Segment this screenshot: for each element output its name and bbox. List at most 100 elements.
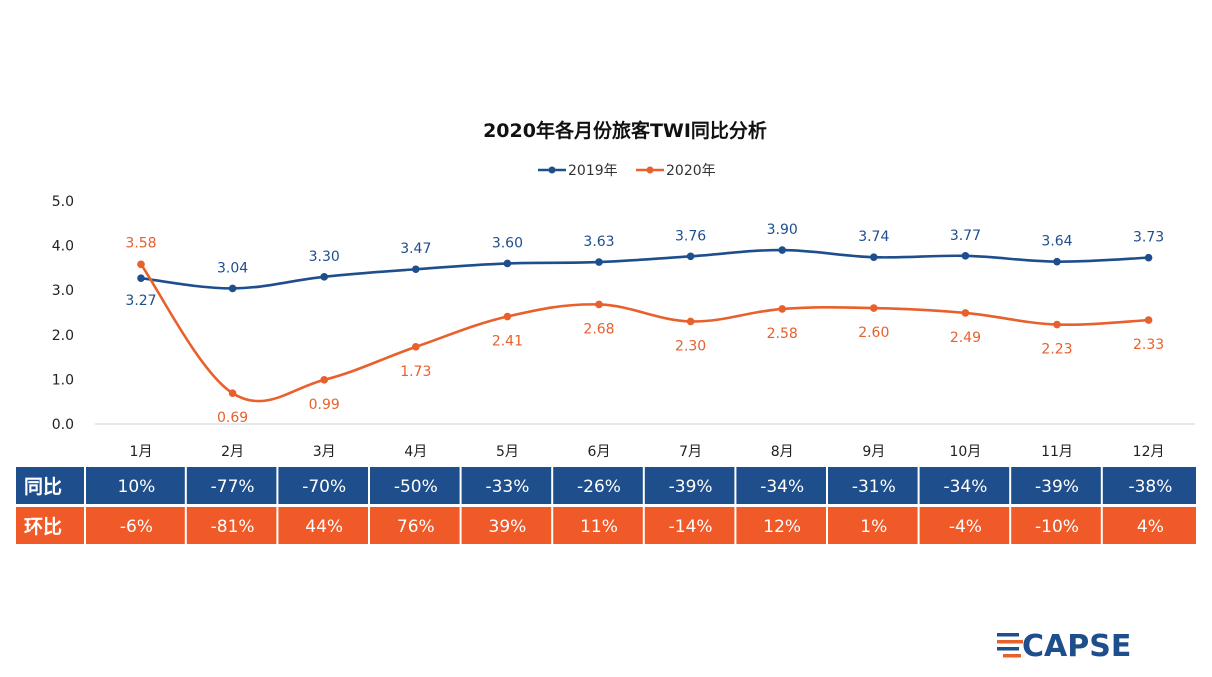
row-header-cell	[16, 507, 84, 544]
legend-item: 2020年	[636, 163, 716, 179]
table-cell	[736, 507, 826, 544]
table-cell	[919, 507, 1010, 544]
data-point	[961, 252, 970, 260]
cell-value: 11%	[580, 517, 618, 537]
data-label: 2.58	[767, 326, 798, 342]
data-label: 2.33	[1133, 337, 1164, 353]
series-layer: 3.27 3.04 3.30 3.47 3.60 3.63 3.76 3.90 3.74 3.77…	[125, 222, 1164, 426]
data-point	[870, 253, 878, 261]
table-cell	[86, 507, 185, 544]
series-line	[139, 263, 1149, 403]
table-cell	[553, 467, 643, 504]
cell-value: 10%	[118, 477, 156, 497]
data-label: 3.27	[125, 293, 156, 309]
cell-value: -6%	[120, 517, 153, 537]
y-tick-label: 2.0	[52, 328, 74, 344]
data-label: 3.60	[492, 235, 523, 251]
table-cell	[86, 467, 185, 504]
x-tick-label: 5月	[496, 444, 519, 460]
legend-marker	[646, 166, 654, 174]
table-cell	[1011, 467, 1101, 504]
x-tick-label: 6月	[588, 444, 611, 460]
data-label: 2.30	[675, 338, 706, 354]
table-cell	[828, 507, 918, 544]
data-point	[1144, 316, 1153, 324]
data-label: 3.90	[767, 222, 798, 238]
cell-value: -4%	[949, 517, 982, 537]
y-tick-label: 0.0	[52, 417, 74, 433]
data-point	[228, 284, 237, 293]
x-axis: 1月 2月 3月 4月 5月 6月 7月 8月 9月 10月 11月 12月	[130, 444, 1165, 460]
table-cell	[736, 467, 826, 504]
cell-value: -77%	[211, 477, 255, 497]
table-cell	[644, 467, 735, 504]
data-label: 2.41	[492, 334, 523, 350]
logo-text: CAPSE	[1022, 629, 1131, 664]
logo-stripe	[1003, 654, 1021, 658]
table-cell	[278, 507, 368, 544]
data-point	[137, 274, 145, 282]
cell-value: 76%	[397, 517, 435, 537]
cell-value: 39%	[489, 517, 527, 537]
logo-stripe	[997, 647, 1019, 651]
data-table: 同比 10% -77% -70% -50% -33% -26% -39% -34% -31% -34…	[16, 467, 1196, 544]
data-point	[961, 309, 970, 317]
y-tick-label: 1.0	[52, 372, 74, 388]
x-tick-label: 4月	[404, 444, 427, 460]
cell-value: -26%	[577, 477, 621, 497]
table-cell	[644, 507, 735, 544]
x-tick-label: 3月	[313, 444, 336, 460]
data-point	[778, 246, 786, 254]
data-label: 2.23	[1041, 342, 1072, 358]
legend: 2019年 2020年	[538, 163, 716, 179]
x-tick-label: 7月	[679, 444, 702, 460]
cell-value: -39%	[1035, 477, 1079, 497]
table-cell	[370, 467, 460, 504]
data-point	[228, 389, 237, 398]
data-label: 3.73	[1133, 230, 1164, 246]
x-tick-label: 8月	[771, 444, 794, 460]
data-point	[320, 273, 329, 281]
cell-value: -10%	[1035, 517, 1079, 537]
x-tick-label: 9月	[862, 444, 885, 460]
data-point	[778, 305, 786, 313]
data-point	[1053, 257, 1061, 266]
data-label: 0.69	[217, 410, 248, 426]
table-cell	[1011, 507, 1101, 544]
logo-stripe	[997, 640, 1023, 644]
cell-value: -34%	[943, 477, 987, 497]
legend-label: 2020年	[666, 163, 716, 179]
data-label: 3.77	[950, 228, 981, 244]
cell-value: 12%	[763, 517, 801, 537]
cell-value: -31%	[852, 477, 896, 497]
data-label: 0.99	[309, 397, 340, 413]
table-cell	[919, 467, 1010, 504]
data-point	[503, 259, 512, 268]
data-point	[137, 260, 145, 269]
series-line	[140, 248, 1149, 290]
data-label: 2.49	[950, 330, 981, 346]
data-point	[1144, 253, 1153, 262]
data-label: 3.04	[217, 260, 248, 276]
series-2019: 3.27 3.04 3.30 3.47 3.60 3.63 3.76 3.90 3.74 3.77…	[125, 222, 1164, 309]
data-point	[686, 252, 695, 261]
legend-item: 2019年	[538, 163, 618, 179]
data-label: 1.73	[400, 364, 431, 380]
cell-value: -38%	[1128, 477, 1172, 497]
x-tick-label: 12月	[1133, 444, 1165, 460]
chart-title: 2020年各月份旅客TWI同比分析	[483, 119, 767, 142]
y-tick-label: 5.0	[52, 194, 74, 210]
data-point	[595, 300, 603, 309]
data-point	[870, 304, 878, 312]
data-label: 3.30	[309, 249, 340, 265]
table-cell	[553, 507, 643, 544]
table-cell	[186, 507, 277, 544]
data-label: 3.63	[583, 234, 614, 250]
cell-value: -81%	[211, 517, 255, 537]
logo-stripe	[997, 633, 1019, 637]
data-point	[686, 317, 695, 326]
data-point	[320, 376, 329, 384]
x-tick-label: 11月	[1041, 444, 1073, 460]
cell-value: -34%	[760, 477, 804, 497]
data-label: 3.76	[675, 228, 706, 244]
